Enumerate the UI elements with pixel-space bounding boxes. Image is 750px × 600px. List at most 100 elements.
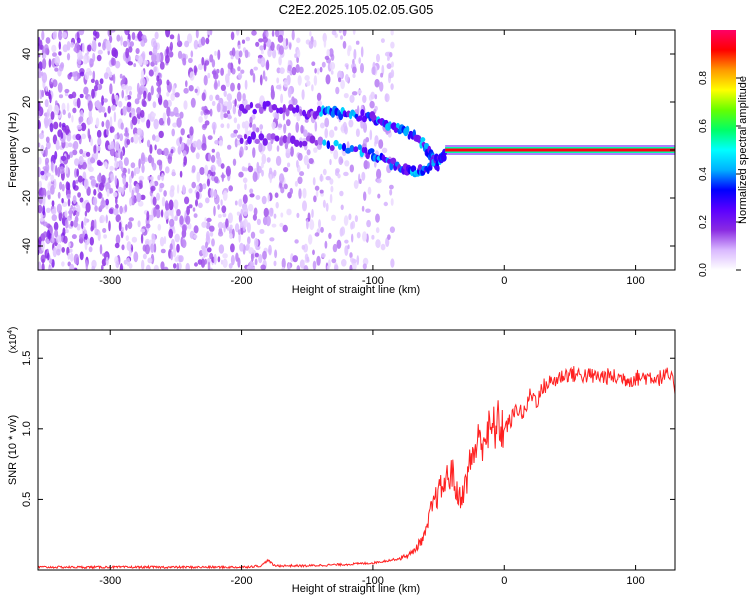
spectrogram-noise-cell <box>182 184 186 195</box>
spectrogram-noise-cell <box>150 176 154 181</box>
spectrogram-noise-cell <box>153 264 159 270</box>
spectrogram-noise-cell <box>152 162 157 171</box>
spectrogram-noise-cell <box>356 255 360 266</box>
spectrogram-noise-cell <box>115 203 119 209</box>
spectrogram-noise-cell <box>218 230 224 237</box>
spectrogram-noise-cell <box>79 148 84 155</box>
spectrogram-noise-cell <box>344 125 348 135</box>
spectrogram-noise-cell <box>150 243 155 253</box>
spectrogram-noise-cell <box>277 123 283 128</box>
spectrogram-noise-cell <box>51 44 57 53</box>
colorbar: 0.0 0.2 0.4 0.6 0.8 Normalized spectral ampl… <box>698 30 749 277</box>
spectrogram-noise-cell <box>237 72 243 80</box>
spectrogram-noise-cell <box>38 261 42 270</box>
spectrogram-noise-cell <box>195 30 199 39</box>
spectrogram-noise-cell <box>99 244 103 255</box>
spectrogram-noise-cell <box>389 226 395 233</box>
spectrogram-noise-cell <box>239 146 244 158</box>
spectrogram-noise-cell <box>348 119 354 128</box>
spectrogram-upper-branch-cell <box>271 104 278 111</box>
spectrogram-noise-cell <box>134 98 140 105</box>
spectrogram-noise-cell <box>259 45 264 51</box>
spectrogram-noise-cell <box>389 189 393 196</box>
spectrogram-noise-cell <box>59 166 65 175</box>
spectrogram-noise-cell <box>129 41 134 47</box>
spectrogram-noise-cell <box>337 70 343 80</box>
spectrogram-noise-cell <box>179 111 184 119</box>
spectrogram-upper-branch-cell <box>395 122 400 129</box>
spectrogram-noise-cell <box>273 260 277 267</box>
spectrogram-x-tick-label: 100 <box>626 275 644 287</box>
spectrogram-noise-cell <box>283 123 287 134</box>
spectrogram-noise-cell <box>126 241 132 252</box>
spectrogram-noise-cell <box>279 173 285 184</box>
spectrogram-noise-cell <box>93 145 97 154</box>
spectrogram-noise-cell <box>46 48 50 56</box>
spectrogram-noise-cell <box>260 264 267 270</box>
spectrogram-noise-cell <box>209 225 215 232</box>
spectrogram-noise-cell <box>137 200 144 207</box>
spectrogram-noise-cell <box>182 150 187 157</box>
spectrogram-noise-cell <box>187 33 193 44</box>
spectrogram-noise-cell <box>217 221 224 229</box>
spectrogram-noise-cell <box>38 100 41 112</box>
spectrogram-noise-cell <box>238 50 243 58</box>
spectrogram-upper-branch-cell <box>420 137 426 143</box>
spectrogram-noise-cell <box>369 129 373 141</box>
spectrogram-noise-cell <box>130 136 134 143</box>
spectrogram-noise-cell <box>302 188 307 199</box>
spectrogram-noise-cell <box>173 263 177 269</box>
spectrogram-noise-cell <box>158 130 164 139</box>
spectrogram-noise-cell <box>169 111 175 117</box>
spectrogram-noise-cell <box>236 211 241 216</box>
spectrogram-noise-cell <box>234 138 238 148</box>
spectrogram-noise-cell <box>89 59 94 65</box>
spectrogram-noise-cell <box>195 152 200 160</box>
spectrogram-noise-cell <box>88 100 93 112</box>
spectrogram-noise-cell <box>266 157 271 163</box>
spectrogram-upper-branch-cell <box>295 104 300 114</box>
spectrogram-noise-cell <box>69 263 75 270</box>
spectrogram-noise-cell <box>287 64 292 72</box>
spectrogram-upper-branch-cell <box>436 165 440 172</box>
spectrogram-noise-cell <box>115 260 120 269</box>
spectrogram-noise-cell <box>265 215 271 227</box>
spectrogram-noise-cell <box>369 100 375 109</box>
spectrogram-noise-cell <box>101 106 106 113</box>
spectrogram-noise-cell <box>44 99 49 108</box>
spectrogram-noise-cell <box>41 30 45 41</box>
spectrogram-noise-cell <box>229 224 233 230</box>
spectrogram-noise-cell <box>165 166 170 174</box>
spectrogram-noise-cell <box>140 155 146 165</box>
spectrogram-noise-cell <box>271 223 277 228</box>
spectrogram-noise-cell <box>273 169 277 177</box>
spectrogram-noise-cell <box>73 253 80 265</box>
spectrogram-noise-cell <box>105 39 111 51</box>
spectrogram-noise-cell <box>137 92 142 100</box>
spectrogram-noise-cell <box>214 50 217 56</box>
spectrogram-noise-cell <box>52 52 57 57</box>
spectrogram-noise-cell <box>78 30 85 36</box>
spectrogram-noise-cell <box>249 188 254 194</box>
spectrogram-noise-cell <box>109 147 116 157</box>
spectrogram-noise-cell <box>255 41 260 47</box>
spectrogram-noise-cell <box>287 87 292 98</box>
spectrogram-noise-cell <box>172 228 176 234</box>
spectrogram-noise-cell <box>268 207 274 217</box>
spectrogram-noise-cell <box>283 79 289 88</box>
spectrogram-noise-cell <box>380 38 385 43</box>
spectrogram-noise-cell <box>89 236 95 246</box>
spectrogram-noise-cell <box>151 53 157 63</box>
spectrogram-noise-cell <box>140 233 144 244</box>
spectrogram-noise-cell <box>67 242 71 247</box>
spectrogram-noise-cell <box>54 67 59 72</box>
spectrogram-lower-branch-cell <box>329 145 335 151</box>
spectrogram-noise-cell <box>289 42 292 50</box>
spectrogram-noise-cell <box>183 87 189 94</box>
spectrogram-noise-cell <box>340 126 345 132</box>
spectrogram-noise-cell <box>65 165 69 175</box>
spectrogram-noise-cell <box>263 43 267 51</box>
spectrogram-noise-cell <box>300 124 304 134</box>
spectrogram-noise-cell <box>61 31 68 39</box>
spectrogram-noise-cell <box>45 163 50 173</box>
